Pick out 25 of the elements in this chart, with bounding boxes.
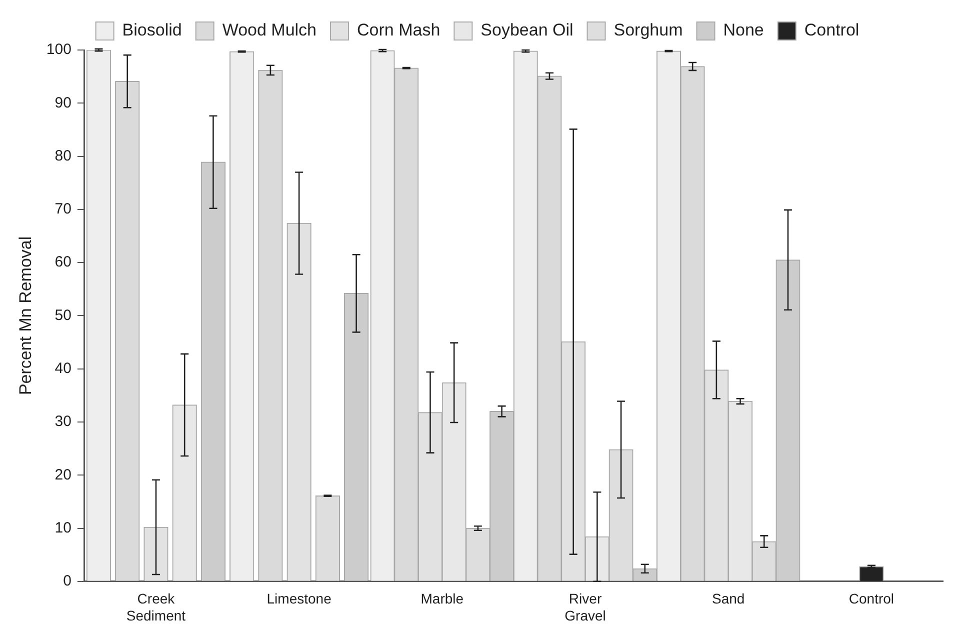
y-tick-label: 10 <box>54 519 72 536</box>
y-tick-label: 50 <box>54 306 72 324</box>
x-tick-label: Creek Sediment <box>126 590 186 624</box>
y-tick-label: 70 <box>54 200 72 218</box>
y-tick-label: 80 <box>54 147 72 164</box>
y-tick-label: 40 <box>54 360 72 377</box>
legend-label: Control <box>804 20 860 40</box>
y-tick-label: 30 <box>54 413 72 430</box>
x-tick-label: Sand <box>712 590 745 607</box>
x-tick-label: Limestone <box>266 590 332 607</box>
y-tick-label: 60 <box>54 254 72 271</box>
x-tick-label: Marble <box>420 590 464 607</box>
legend-label: Soybean Oil <box>480 20 574 40</box>
legend-label: Sorghum <box>614 20 683 40</box>
legend-label: Biosolid <box>122 20 182 40</box>
y-tick-label: 100 <box>46 41 72 58</box>
y-axis-title: Percent Mn Removal <box>16 236 35 396</box>
y-tick-label: 0 <box>63 572 72 590</box>
legend-label: None <box>723 20 764 40</box>
legend-label: Wood Mulch <box>222 20 317 40</box>
legend-label: Corn Mash <box>357 20 440 40</box>
x-tick-label: Control <box>848 590 894 607</box>
x-tick-label: River Gravel <box>564 590 606 624</box>
y-tick-label: 90 <box>54 94 72 112</box>
y-tick-label: 20 <box>54 466 72 484</box>
